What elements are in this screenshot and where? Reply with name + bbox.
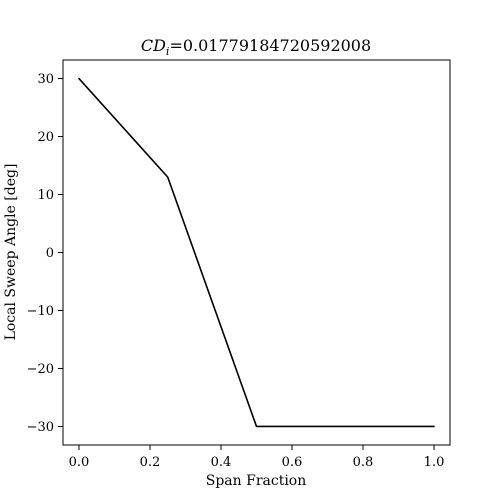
plot-frame (62, 59, 451, 446)
x-tick-label: 0.8 (353, 455, 374, 470)
x-axis-label: Span Fraction (206, 473, 307, 489)
title-subscript: i (166, 45, 170, 58)
x-tick-label: 0.0 (69, 455, 90, 470)
x-tick-label: 0.2 (140, 455, 161, 470)
y-tick-label: 30 (37, 72, 54, 87)
chart-title: CDi=0.01779184720592008 (141, 36, 371, 58)
series-group (78, 77, 435, 428)
title-prefix: CD (141, 36, 166, 55)
x-tick-label: 0.4 (211, 455, 232, 470)
y-tick-label: −30 (27, 420, 54, 435)
series-line (78, 77, 435, 428)
y-tick-label: −20 (27, 362, 54, 377)
title-value: =0.01779184720592008 (169, 36, 371, 55)
x-tick-label: 0.6 (282, 455, 303, 470)
y-tick-label: 0 (46, 246, 54, 261)
y-axis: 30 20 10 0 −10 −20 −30 (27, 72, 63, 435)
x-axis: 0.0 0.2 0.4 0.6 0.8 1.0 (69, 445, 445, 470)
y-tick-label: −10 (27, 304, 54, 319)
y-tick-label: 20 (37, 130, 54, 145)
y-tick-label: 10 (37, 188, 54, 203)
x-tick-label: 1.0 (424, 455, 445, 470)
y-axis-label: Local Sweep Angle [deg] (3, 164, 19, 341)
